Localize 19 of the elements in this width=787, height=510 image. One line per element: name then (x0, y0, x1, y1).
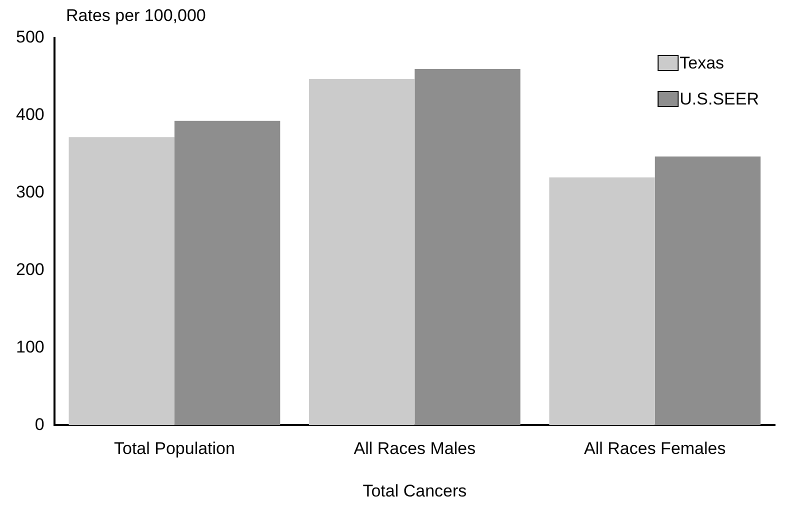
y-tick-label: 500 (16, 28, 44, 47)
legend-label: Texas (680, 54, 724, 73)
bar (68, 137, 174, 426)
bar (414, 68, 520, 426)
x-tick-label: All Races Females (584, 439, 726, 458)
x-tick-label: All Races Males (354, 439, 476, 458)
bar (308, 79, 415, 426)
bar (654, 156, 761, 426)
bar (549, 177, 655, 426)
legend-label: U.S.SEER (680, 90, 760, 109)
y-tick-label: 0 (34, 414, 44, 434)
y-tick-label: 200 (16, 260, 44, 280)
x-tick-label: Total Population (114, 439, 235, 458)
y-tick-label: 100 (16, 337, 44, 356)
y-tick-label: 400 (16, 105, 44, 124)
y-axis-title: Rates per 100,000 (66, 6, 206, 26)
x-axis-title: Total Cancers (362, 481, 467, 500)
y-tick-label: 300 (16, 182, 44, 202)
bar (174, 120, 280, 426)
